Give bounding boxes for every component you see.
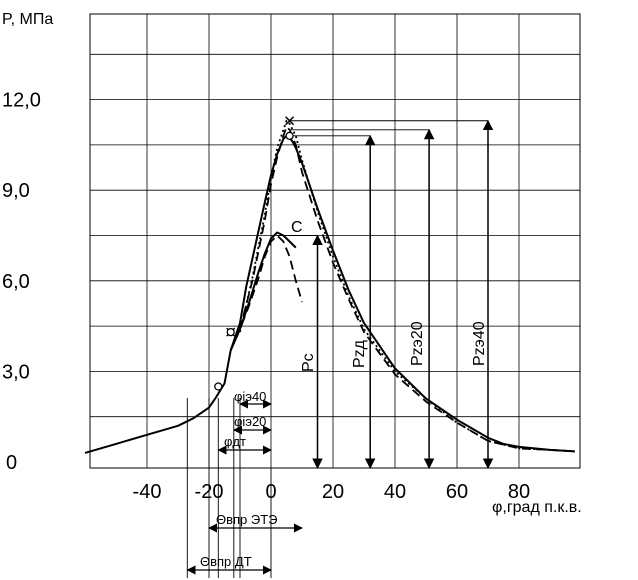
chart-grid	[89, 13, 581, 469]
point-c-label: C	[291, 219, 303, 236]
series-line-4	[239, 119, 575, 453]
theta-ete-label: Θвпр ЭТЭ	[216, 512, 278, 527]
marker-circle-0	[214, 382, 223, 391]
x-axis-label: φ,град п.к.в.	[492, 499, 582, 516]
marker-circle-4	[285, 131, 294, 140]
plot-frame	[89, 13, 581, 469]
x-tick-label: 60	[446, 481, 468, 503]
pze40-label: Pzэ40	[471, 321, 488, 366]
marker-circle-2	[226, 327, 235, 337]
curve-markers	[214, 116, 295, 391]
phi-ie40-label: φiэ40	[234, 389, 266, 404]
series-line-3	[239, 125, 575, 453]
annotation-arrows	[186, 119, 494, 578]
y-axis-label: P, МПа	[2, 11, 53, 28]
series-line-0	[84, 134, 575, 454]
x-tick-label: 80	[508, 481, 530, 503]
theta-dt-label: Θвпр ДТ	[200, 554, 252, 569]
series-line-2	[229, 234, 303, 351]
series-line-1	[229, 231, 297, 351]
pressure-curves	[84, 119, 575, 454]
x-tick-label: -40	[133, 481, 162, 503]
phi-dt-label: φдт	[224, 434, 246, 449]
y-tick-label: 12,0	[2, 90, 41, 112]
y-tick-label: 6,0	[2, 271, 30, 293]
x-tick-label: 20	[322, 481, 344, 503]
y-tick-label: 0	[6, 452, 17, 474]
pze20-label: Pzэ20	[409, 321, 426, 366]
pc-label: Pc	[300, 353, 317, 372]
pzd-label: Pzд	[351, 339, 368, 368]
marker-cross-3	[285, 116, 295, 126]
y-tick-label: 9,0	[2, 180, 30, 202]
phi-ie20-label: φiэ20	[234, 414, 266, 429]
y-tick-label: 3,0	[2, 361, 30, 383]
x-tick-label: 40	[384, 481, 406, 503]
